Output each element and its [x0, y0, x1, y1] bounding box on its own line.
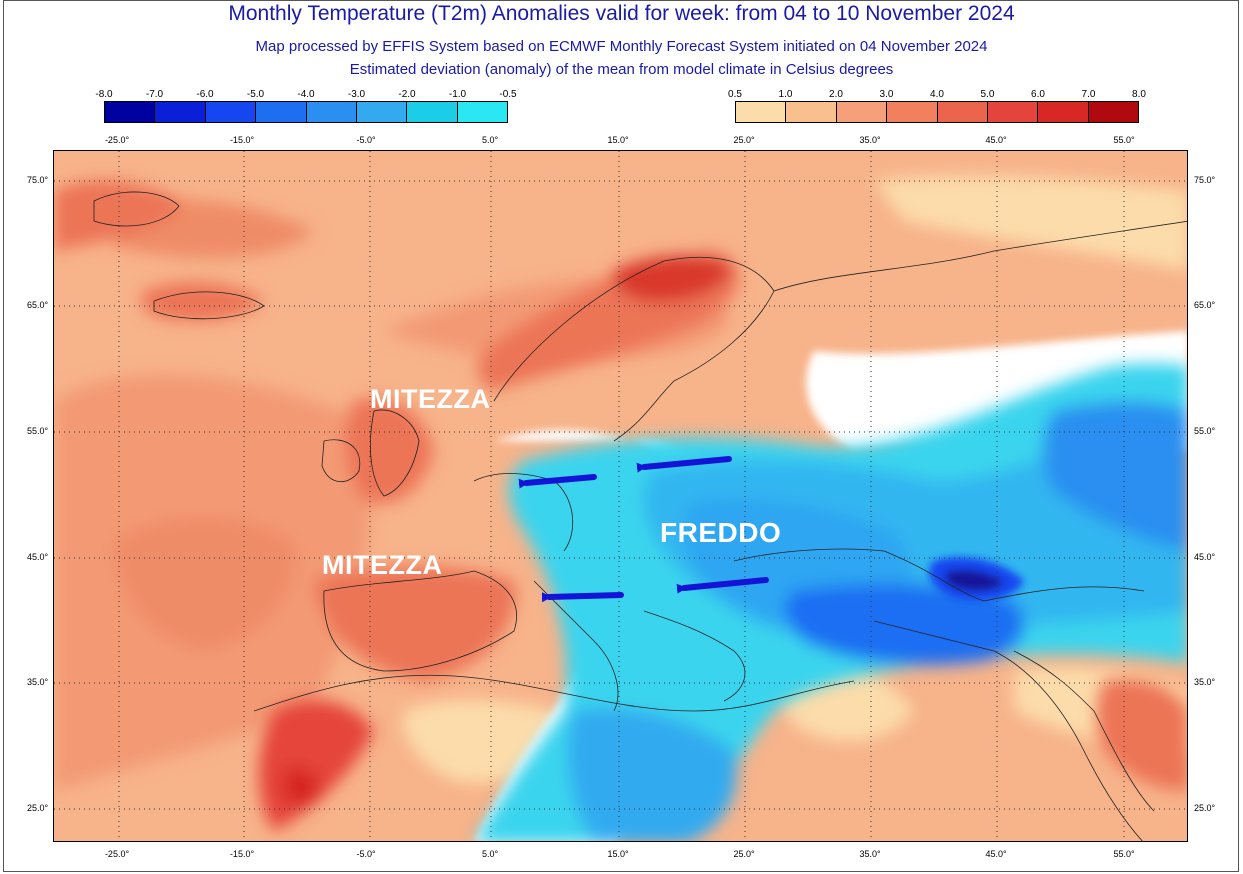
cbar-cold-cell — [407, 102, 458, 122]
latitude-label: 25.0° — [1194, 803, 1216, 813]
latitude-label: 75.0° — [27, 175, 49, 185]
latitude-label: 65.0° — [27, 300, 49, 310]
longitude-label: 55.0° — [1113, 849, 1135, 859]
cbar-cold-cell — [256, 102, 307, 122]
map-subtitle-processing: Map processed by EFFIS System based on E… — [255, 38, 988, 55]
latitude-label: 35.0° — [1194, 677, 1216, 687]
cbar-warm-cell — [736, 102, 787, 122]
cold-ticks-label: -2.0 — [398, 89, 416, 100]
cbar-cold-cell — [306, 102, 357, 122]
warm-ticks-label: 6.0 — [1031, 89, 1045, 100]
graticule — [54, 151, 1187, 841]
latitude-label: 65.0° — [1194, 300, 1216, 310]
arrow-north-west — [518, 474, 597, 489]
longitude-label: 45.0° — [985, 849, 1007, 859]
cold-ticks-label: -1.0 — [448, 89, 467, 100]
warm-ticks-label: 1.0 — [778, 89, 793, 100]
cbar-warm-cell — [887, 102, 938, 122]
latitude-label: 25.0° — [27, 803, 49, 813]
scale-label: -15.0° — [229, 135, 255, 145]
scale-label: 15.0° — [607, 135, 629, 145]
latitude-label: 55.0° — [27, 426, 49, 436]
longitude-label: 25.0° — [733, 849, 755, 859]
cold-ticks-label: -8.0 — [95, 89, 113, 100]
anomaly-map: MITEZZA MITEZZA FREDDO — [53, 150, 1188, 842]
cbar-warm-cell — [1038, 102, 1089, 122]
warm-ticks-label: 4.0 — [930, 89, 944, 100]
scale-label: 5.0° — [481, 135, 499, 145]
label-mild-south: MITEZZA — [322, 550, 443, 580]
cold-ticks-label: -0.5 — [499, 89, 517, 100]
cbar-cold-cell — [457, 102, 507, 122]
cbar-warm-cell — [937, 102, 988, 122]
cold-core — [929, 557, 1024, 601]
cold-ticks-label: -4.0 — [297, 89, 315, 100]
warm-ticks-label: 2.0 — [829, 89, 843, 100]
cbar-warm-cell — [987, 102, 1039, 122]
arrow-north-east — [636, 456, 732, 473]
warm-hotspots — [54, 180, 1187, 831]
scale-label: 35.0° — [859, 135, 881, 145]
label-mild-north: MITEZZA — [370, 384, 491, 414]
cbar-warm-cell — [1088, 102, 1138, 122]
map-title: Monthly Temperature (T2m) Anomalies vali… — [228, 2, 1015, 25]
warm-ticks-label: 0.5 — [728, 89, 742, 100]
cold-ticks-label: -3.0 — [347, 89, 366, 100]
coastlines — [93, 191, 1187, 841]
cold-flow-arrows — [518, 456, 769, 603]
arrow-south-west — [541, 592, 624, 603]
latitude-label: 45.0° — [1194, 552, 1216, 562]
cbar-cold-cell — [205, 102, 257, 122]
arrow-south-east — [676, 577, 769, 594]
scale-label: 45.0° — [985, 135, 1007, 145]
cbar-warm-cell — [836, 102, 888, 122]
latitude-label: 45.0° — [27, 552, 49, 562]
warm-ticks-label: 7.0 — [1081, 89, 1096, 100]
cbar-cold-cell — [356, 102, 408, 122]
anomaly-map-svg — [54, 151, 1187, 841]
cbar-cold-cell — [155, 102, 206, 122]
cbar-warm-cell — [786, 102, 837, 122]
scale-label: -5.0° — [356, 135, 376, 145]
warm-ticks-label: 5.0 — [980, 89, 995, 100]
latitude-label: 35.0° — [27, 677, 49, 687]
warm-ticks-label: 8.0 — [1132, 89, 1146, 100]
mild-zones — [54, 200, 730, 791]
figure-frame — [3, 0, 1239, 872]
cold-anomaly — [475, 363, 1187, 841]
longitude-label: 15.0° — [607, 849, 629, 859]
cold-ticks-label: -5.0 — [246, 89, 265, 100]
scale-label: 25.0° — [733, 135, 755, 145]
cold-ticks-label: -7.0 — [145, 89, 164, 100]
longitude-label: -15.0° — [229, 849, 255, 859]
longitude-label: -25.0° — [104, 849, 130, 859]
scale-label: -25.0° — [104, 135, 130, 145]
longitude-label: 5.0° — [481, 849, 499, 859]
label-cold: FREDDO — [660, 517, 782, 548]
warm-colorbar — [735, 101, 1139, 123]
cold-ticks-label: -6.0 — [196, 89, 214, 100]
latitude-label: 55.0° — [1194, 426, 1216, 436]
cbar-cold-cell — [105, 102, 156, 122]
longitude-label: 35.0° — [859, 849, 881, 859]
scale-label: 55.0° — [1113, 135, 1135, 145]
cold-colorbar — [104, 101, 508, 123]
longitude-label: -5.0° — [356, 849, 376, 859]
warm-ticks-label: 3.0 — [879, 89, 894, 100]
latitude-label: 75.0° — [1194, 175, 1216, 185]
map-subtitle-units: Estimated deviation (anomaly) of the mea… — [349, 61, 894, 78]
